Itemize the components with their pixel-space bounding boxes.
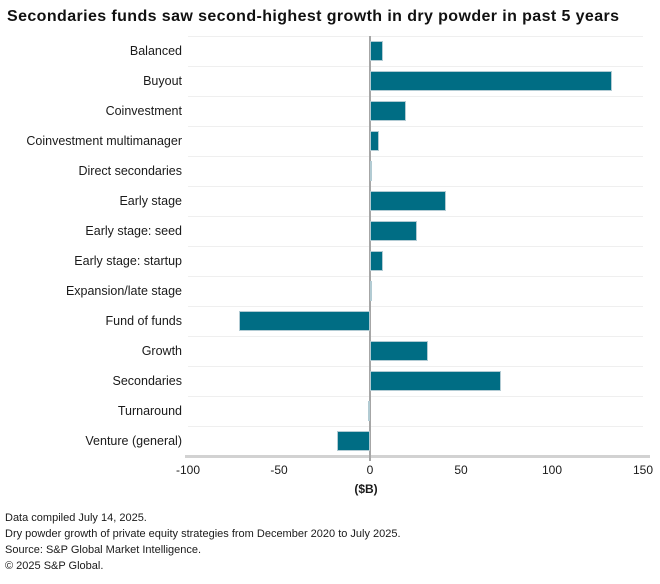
category-label: Direct secondaries [78,164,182,178]
category-label: Venture (general) [85,434,182,448]
gridline [188,306,643,307]
gridline [188,96,643,97]
bar-fund-of-funds [238,311,370,331]
category-label: Turnaround [117,404,182,418]
bar-growth [370,341,429,361]
x-tick-label: 50 [454,463,468,477]
bar-turnaround [368,401,370,421]
x-tick-label: -100 [175,463,201,477]
x-tick-label: 0 [366,463,374,477]
bar-venture-general- [337,431,370,451]
bar-balanced [370,41,383,61]
bar-buyout [370,71,613,91]
gridline [188,126,643,127]
gridline [188,186,643,187]
x-axis-unit-label: ($B) [354,482,378,496]
plot-area: Balanced Buyout Coinvestment Coinvestment m… [26,36,653,477]
category-label: Buyout [143,74,182,88]
category-label: Balanced [129,44,182,58]
gridline [188,246,643,247]
gridline [188,426,643,427]
category-label: Early stage: startup [74,254,182,268]
bar-secondaries [370,371,502,391]
bar-early-stage-seed [370,221,418,241]
category-label: Fund of funds [105,314,182,328]
category-label: Growth [141,344,182,358]
footnote-source: Source: S&P Global Market Intelligence. [5,544,202,556]
gridline [188,336,643,337]
category-label: Expansion/late stage [65,284,182,298]
x-tick-label: 150 [632,463,654,477]
category-label: Early stage: seed [85,224,182,238]
bar-coinvestment-multimanager [370,131,380,151]
bar-direct-secondaries [370,161,372,181]
category-label: Coinvestment multimanager [26,134,182,148]
zero-baseline [369,36,371,461]
gridline [188,156,643,157]
bar-coinvestment [370,101,407,121]
footnote-copyright: © 2025 S&P Global. [5,560,104,572]
bar-early-stage-startup [370,251,383,271]
chart-title: Secondaries funds saw second-highest gro… [7,8,620,25]
footnotes: Data compiled July 14, 2025. Dry powder … [5,510,401,574]
x-tick-label: 100 [541,463,563,477]
category-label: Early stage [119,194,182,208]
x-tick-label: -50 [270,463,288,477]
gridline [188,216,643,217]
x-axis-line [185,455,650,458]
gridline [188,366,643,367]
category-label: Coinvestment [105,104,182,118]
bar-early-stage [370,191,447,211]
footnote-data-compiled: Data compiled July 14, 2025. [5,512,147,524]
gridline [188,36,643,37]
footnote-description: Dry powder growth of private equity stra… [5,528,401,540]
bar-expansion-late-stage [370,281,372,301]
category-label: Secondaries [112,374,183,388]
gridline [188,396,643,397]
gridline [188,276,643,277]
gridline [188,66,643,67]
